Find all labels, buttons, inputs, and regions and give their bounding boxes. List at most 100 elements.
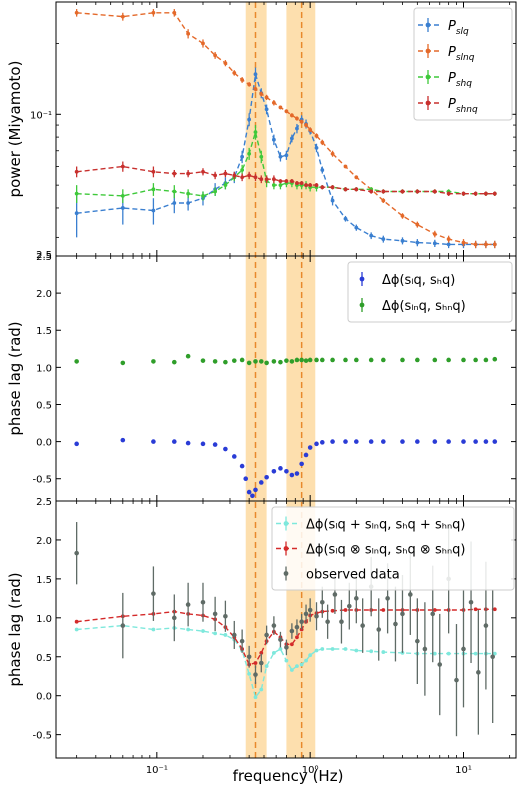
data-point — [289, 472, 295, 478]
data-point — [294, 471, 300, 476]
data-point — [201, 629, 205, 633]
data-point — [253, 695, 258, 700]
data-point — [381, 608, 386, 612]
legend-subscript: shnq — [456, 105, 478, 115]
panel-1-data — [74, 353, 498, 499]
data-point — [278, 359, 283, 365]
data-point — [343, 216, 348, 221]
data-point — [212, 442, 218, 447]
legend-label: Δϕ(sₗq ⊗ sₗₙq, sₕq ⊗ sₕₙq) — [306, 543, 465, 558]
data-point — [415, 439, 420, 444]
data-point — [432, 189, 437, 194]
y-tick-label: 1.0 — [36, 363, 52, 374]
y-tick-label: 1.5 — [36, 326, 52, 337]
data-point — [461, 357, 466, 363]
series-line — [76, 129, 495, 197]
data-point — [400, 238, 405, 243]
data-point — [294, 624, 300, 630]
data-point — [473, 651, 478, 656]
data-point — [271, 177, 276, 182]
data-point — [343, 357, 348, 363]
data-point — [223, 446, 228, 452]
data-point — [151, 591, 156, 596]
data-point — [240, 168, 245, 172]
data-point — [408, 592, 413, 597]
data-point — [343, 647, 348, 651]
data-point — [200, 441, 206, 447]
data-point — [253, 672, 258, 677]
data-point — [120, 360, 126, 366]
data-point — [330, 647, 335, 651]
data-point — [259, 154, 264, 159]
data-point — [385, 596, 390, 601]
data-point — [271, 359, 277, 364]
data-point — [368, 439, 374, 444]
data-point — [284, 658, 289, 663]
data-point — [253, 87, 258, 91]
data-point — [247, 82, 252, 87]
data-point — [473, 191, 478, 196]
legend-box — [413, 7, 513, 121]
data-point — [74, 191, 79, 196]
data-point — [151, 627, 156, 632]
data-point — [381, 237, 386, 241]
data-point — [223, 613, 228, 619]
data-point — [484, 191, 488, 196]
data-point — [151, 208, 156, 213]
data-point — [320, 440, 325, 445]
data-point — [320, 599, 325, 605]
data-point — [151, 169, 156, 174]
data-point — [376, 627, 382, 632]
data-point — [400, 214, 405, 218]
data-point — [490, 654, 495, 660]
data-point — [299, 357, 304, 363]
data-point — [151, 187, 156, 192]
data-point — [354, 175, 359, 180]
data-point — [320, 357, 325, 363]
data-point — [231, 632, 237, 638]
legend-label: Δϕ(sₗq + sₗₙq, sₕq + sₕₙq) — [306, 518, 465, 533]
data-point — [320, 647, 325, 651]
data-point — [284, 645, 289, 650]
data-point — [492, 607, 497, 612]
data-point — [330, 185, 335, 190]
data-point — [284, 109, 289, 114]
data-point — [314, 133, 319, 138]
data-point — [400, 357, 405, 363]
data-point — [473, 242, 478, 247]
data-point — [289, 359, 295, 364]
legend-entry: observed data — [283, 566, 400, 583]
y-tick-label: 0.5 — [36, 653, 52, 664]
data-point — [74, 627, 79, 632]
y-tick-label: -0.5 — [32, 475, 52, 486]
data-point — [422, 646, 428, 652]
data-point — [200, 358, 206, 363]
data-point — [299, 662, 304, 667]
data-point — [307, 445, 313, 450]
data-point — [284, 153, 289, 158]
legend-box — [271, 506, 515, 591]
y-tick-label: 1.0 — [36, 614, 52, 625]
data-point — [295, 181, 299, 186]
data-point — [381, 357, 386, 363]
data-point — [278, 183, 283, 188]
data-point — [253, 175, 258, 180]
data-point — [473, 439, 478, 444]
data-point — [368, 357, 374, 363]
legend-entry: Δϕ(sₗₙq, sₕₙq) — [359, 298, 466, 314]
data-point — [284, 469, 289, 474]
data-point — [264, 632, 269, 638]
legend-label: Δϕ(sₗq, sₕq) — [382, 273, 455, 288]
legend-entry: Δϕ(sₗq, sₕq) — [359, 272, 455, 288]
data-point — [343, 439, 348, 444]
data-point — [151, 439, 156, 444]
data-point — [243, 476, 249, 482]
data-point — [264, 177, 269, 182]
data-point — [332, 592, 338, 597]
data-point — [473, 607, 478, 612]
data-point — [330, 198, 335, 203]
data-point — [223, 359, 228, 365]
legend-marker — [283, 521, 289, 526]
data-point — [314, 145, 319, 150]
data-point — [74, 10, 79, 15]
